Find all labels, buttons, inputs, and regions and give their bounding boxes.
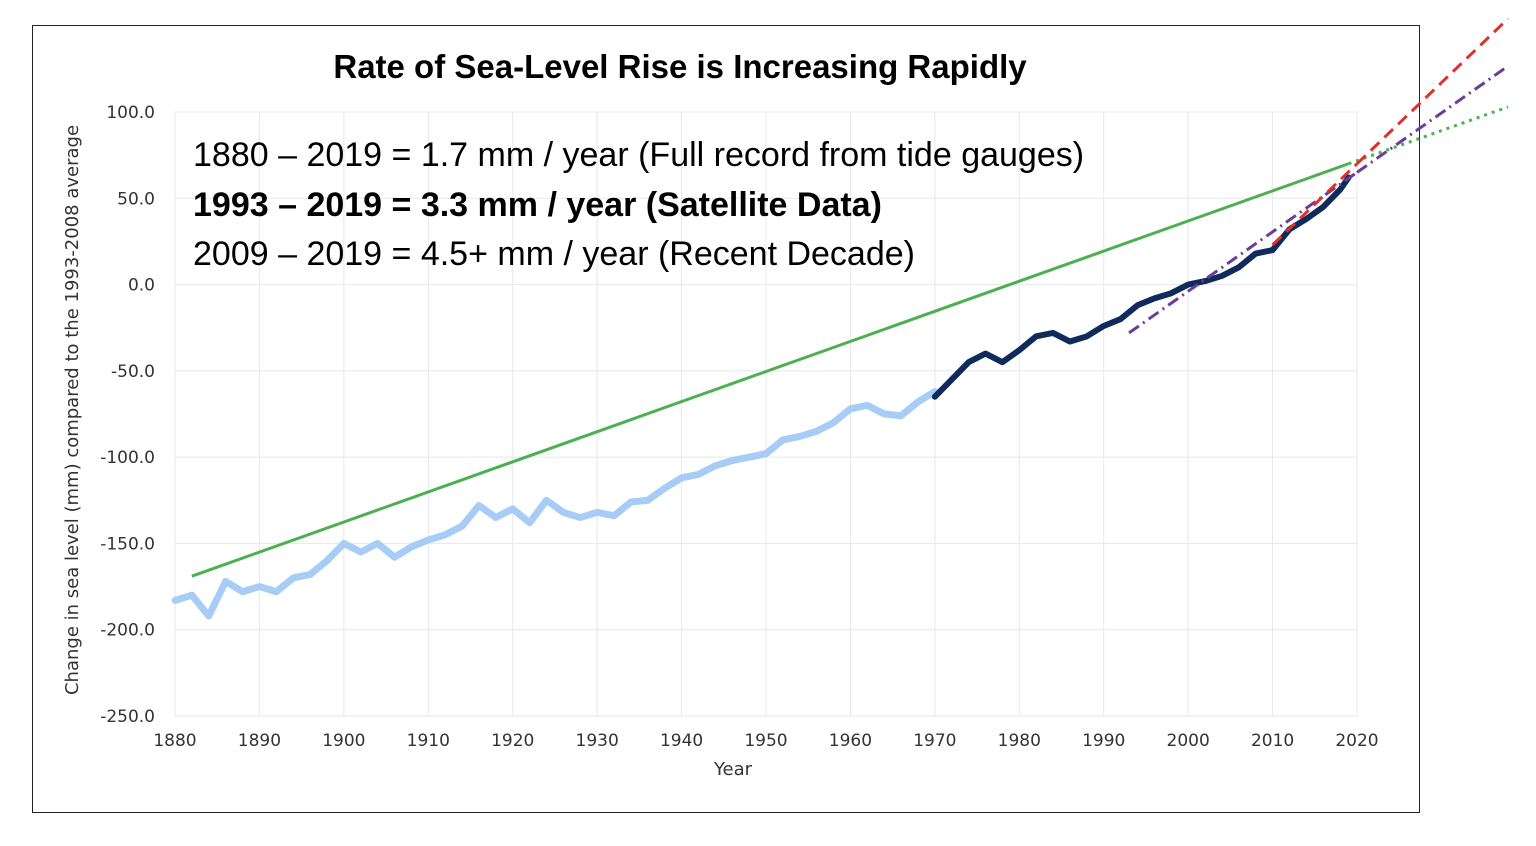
y-tick-label: -250.0 [100, 707, 155, 727]
series-layer [171, 174, 1352, 620]
y-tick-label: -200.0 [100, 621, 155, 641]
x-tick-label: 1930 [576, 731, 619, 751]
y-tick-label: 0.0 [128, 276, 155, 296]
annotation-satellite: 1993 – 2019 = 3.3 mm / year (Satellite D… [193, 186, 882, 224]
trend-extension-1 [1348, 105, 1509, 166]
trend-line-3 [1271, 162, 1359, 246]
y-tick-label: -50.0 [111, 362, 155, 382]
x-tick-label: 1900 [322, 731, 365, 751]
trend-extension-2 [1356, 64, 1509, 174]
annotation-full-record: 1880 – 2019 = 1.7 mm / year (Full record… [193, 136, 1084, 174]
chart-title: Rate of Sea-Level Rise is Increasing Rap… [333, 48, 1027, 85]
tick-labels: 1880 1890 1900 1910 1920 1930 1940 1950 1960 1970… [100, 103, 1378, 751]
y-tick-label: 50.0 [117, 189, 155, 209]
series-tide-gauge [171, 388, 939, 620]
y-tick-label: -150.0 [100, 534, 155, 554]
x-tick-label: 1890 [238, 731, 281, 751]
y-axis-label: Change in sea level (mm) compared to the… [62, 125, 83, 695]
x-tick-label: 1950 [744, 731, 787, 751]
trend-layer [191, 17, 1510, 578]
x-tick-label: 1880 [153, 731, 196, 751]
x-tick-label: 1960 [829, 731, 872, 751]
trend-extension-3 [1355, 17, 1510, 165]
x-tick-label: 1980 [998, 731, 1041, 751]
annotation-recent-decade: 2009 – 2019 = 4.5+ mm / year (Recent Dec… [193, 235, 915, 273]
x-tick-label: 1990 [1082, 731, 1125, 751]
trend-line-1 [191, 162, 1350, 578]
x-tick-label: 2000 [1167, 731, 1210, 751]
x-tick-label: 1920 [491, 731, 534, 751]
series-recent [931, 174, 1352, 400]
x-tick-label: 2010 [1251, 731, 1294, 751]
x-tick-label: 1940 [660, 731, 703, 751]
y-tick-label: 100.0 [106, 103, 155, 123]
x-tick-label: 1970 [913, 731, 956, 751]
x-tick-label: 1910 [407, 731, 450, 751]
trend-line-2 [1128, 171, 1358, 335]
x-axis-label: Year [713, 759, 753, 780]
x-tick-label: 2020 [1335, 731, 1378, 751]
y-tick-label: -100.0 [100, 448, 155, 468]
chart-frame [32, 25, 1420, 813]
